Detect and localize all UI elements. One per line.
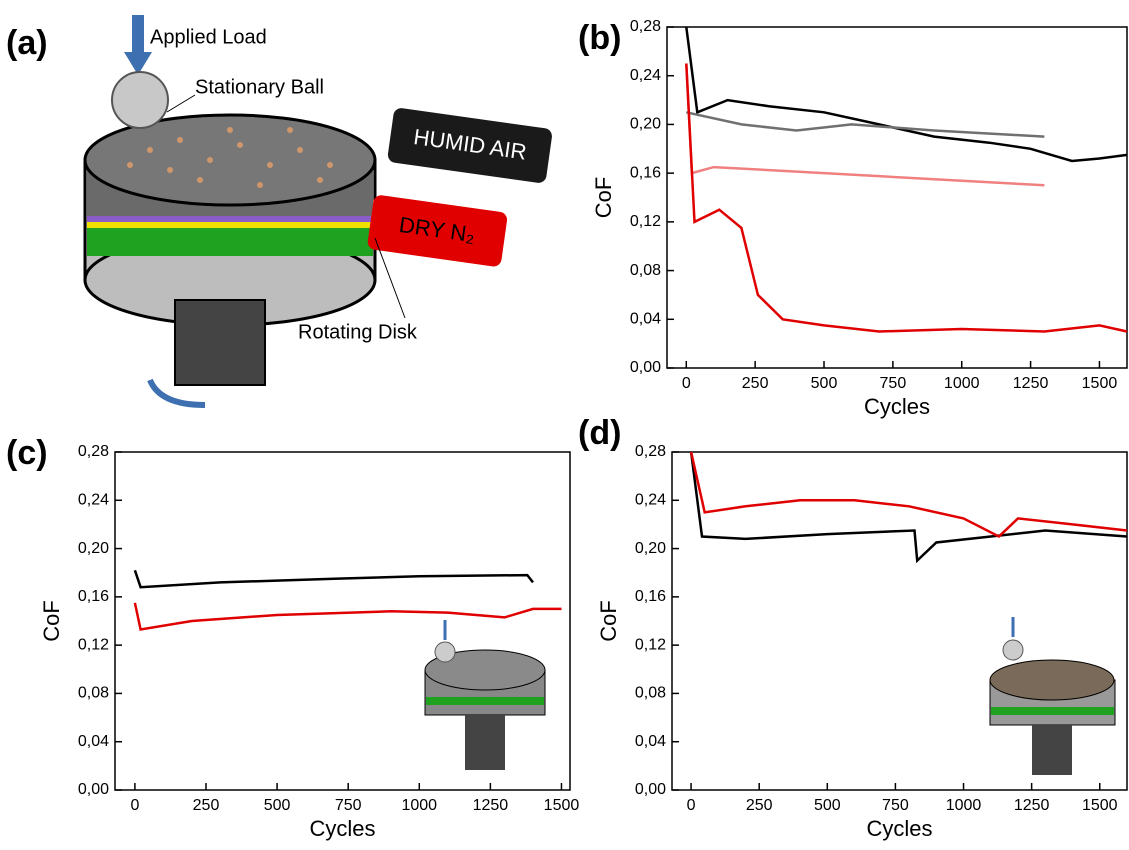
y-tick-label: 0,12 xyxy=(78,636,109,653)
x-axis-label: Cycles xyxy=(309,816,375,841)
panel-label: (a) xyxy=(6,24,48,62)
x-tick-label: 1500 xyxy=(544,797,580,814)
y-axis-label: CoF xyxy=(596,600,621,642)
x-tick-label: 0 xyxy=(130,797,139,814)
chart-panel: (d) 0,00 0,04 0,08 0,12 0,16 0,20 0,24 0,28 0 250 5… xyxy=(578,414,1128,841)
applied-load-label: Applied Load xyxy=(150,26,267,48)
x-tick-label: 0 xyxy=(687,797,696,814)
panel-label: (d) xyxy=(578,414,621,452)
x-axis-label: Cycles xyxy=(866,816,932,841)
y-tick-label: 0,08 xyxy=(635,685,666,702)
y-tick-label: 0,08 xyxy=(630,262,661,279)
y-axis-label: CoF xyxy=(591,177,616,219)
y-tick-label: 0,04 xyxy=(78,733,109,750)
y-tick-label: 0,00 xyxy=(630,359,661,376)
x-tick-label: 1500 xyxy=(1082,797,1118,814)
data-line xyxy=(685,26,1128,163)
x-tick-label: 1250 xyxy=(1014,797,1050,814)
x-tick-label: 500 xyxy=(264,797,291,814)
y-tick-label: 0,28 xyxy=(635,443,666,460)
x-tick-label: 500 xyxy=(811,375,838,392)
x-tick-label: 250 xyxy=(742,375,769,392)
data-line xyxy=(689,451,1128,564)
x-tick-label: 1000 xyxy=(401,797,437,814)
plot-frame xyxy=(671,451,1128,791)
y-tick-label: 0,12 xyxy=(630,213,661,230)
plot-frame xyxy=(114,451,571,791)
y-tick-label: 0,20 xyxy=(635,540,666,557)
y-tick-label: 0,28 xyxy=(630,18,661,35)
x-tick-label: 1000 xyxy=(946,797,982,814)
x-tick-label: 750 xyxy=(880,375,907,392)
x-tick-label: 1500 xyxy=(1082,375,1118,392)
data-line xyxy=(686,111,1045,138)
x-tick-label: 250 xyxy=(746,797,773,814)
x-tick-label: 750 xyxy=(882,797,909,814)
inset-d xyxy=(989,617,1116,775)
inset-c xyxy=(424,620,546,770)
y-tick-label: 0,16 xyxy=(630,164,661,181)
x-tick-label: 1250 xyxy=(1013,375,1049,392)
panel-label: (c) xyxy=(6,434,48,472)
y-tick-label: 0,20 xyxy=(78,540,109,557)
y-tick-label: 0,24 xyxy=(630,67,661,84)
chart-panel: (b) 0,00 0,04 0,08 0,12 0,16 0,20 0,24 0,28 0 250 5… xyxy=(578,18,1128,419)
data-line xyxy=(689,451,1128,539)
chart-panel: (c) 0,00 0,04 0,08 0,12 0,16 0,20 0,24 0,28 0 250 5… xyxy=(6,434,579,841)
y-tick-label: 0,04 xyxy=(635,733,666,750)
panel-a: (a) Applied Load Stationary Ball HUMID A… xyxy=(6,15,552,408)
stationary-ball-label: Stationary Ball xyxy=(195,76,324,98)
plot-frame xyxy=(666,26,1128,369)
y-tick-label: 0,04 xyxy=(630,311,661,328)
rotating-disk-label: Rotating Disk xyxy=(298,321,418,343)
panel-label: (b) xyxy=(578,19,621,57)
x-tick-label: 0 xyxy=(682,375,691,392)
y-tick-label: 0,12 xyxy=(635,636,666,653)
x-tick-label: 500 xyxy=(814,797,841,814)
y-tick-label: 0,24 xyxy=(635,492,666,509)
x-tick-label: 250 xyxy=(193,797,220,814)
data-line xyxy=(133,602,562,631)
x-tick-label: 1250 xyxy=(473,797,509,814)
y-tick-label: 0,08 xyxy=(78,685,109,702)
y-tick-label: 0,00 xyxy=(78,781,109,798)
x-tick-label: 1000 xyxy=(944,375,980,392)
data-line xyxy=(133,569,534,589)
data-line xyxy=(685,63,1128,333)
x-tick-label: 750 xyxy=(335,797,362,814)
y-tick-label: 0,28 xyxy=(78,443,109,460)
y-tick-label: 0,16 xyxy=(78,588,109,605)
y-axis-label: CoF xyxy=(39,600,64,642)
y-tick-label: 0,20 xyxy=(630,116,661,133)
y-tick-label: 0,00 xyxy=(635,781,666,798)
x-axis-label: Cycles xyxy=(864,394,930,419)
y-tick-label: 0,24 xyxy=(78,492,109,509)
y-tick-label: 0,16 xyxy=(635,588,666,605)
